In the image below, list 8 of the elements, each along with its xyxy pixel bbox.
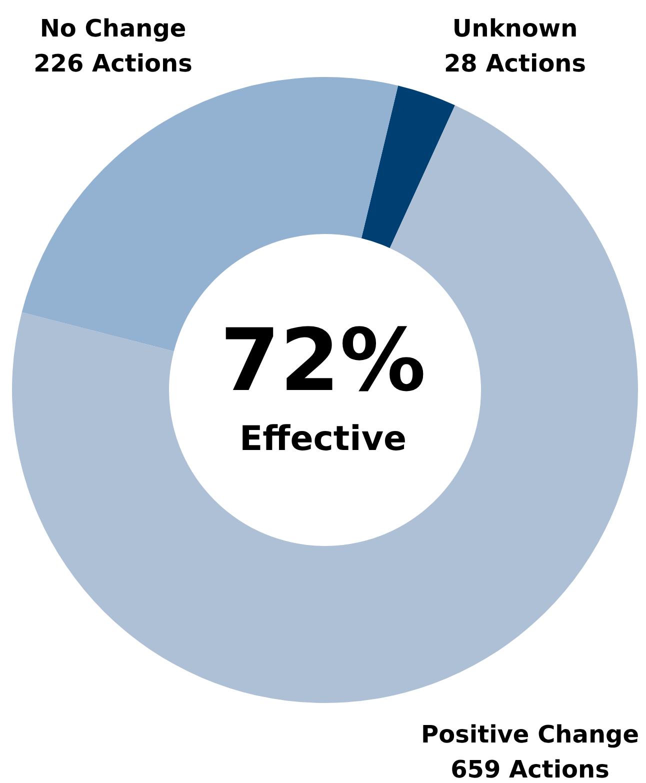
data-label: 226 Actions	[34, 50, 192, 78]
text: 72%	[220, 311, 426, 411]
slice-label: No Change	[40, 14, 186, 42]
slice-label: Positive Change	[420, 720, 640, 748]
data-label: 659 Actions	[450, 756, 610, 783]
data-label: 28 Actions	[444, 50, 586, 78]
slice-label: Unknown	[452, 14, 578, 42]
text: Effective	[239, 419, 407, 459]
